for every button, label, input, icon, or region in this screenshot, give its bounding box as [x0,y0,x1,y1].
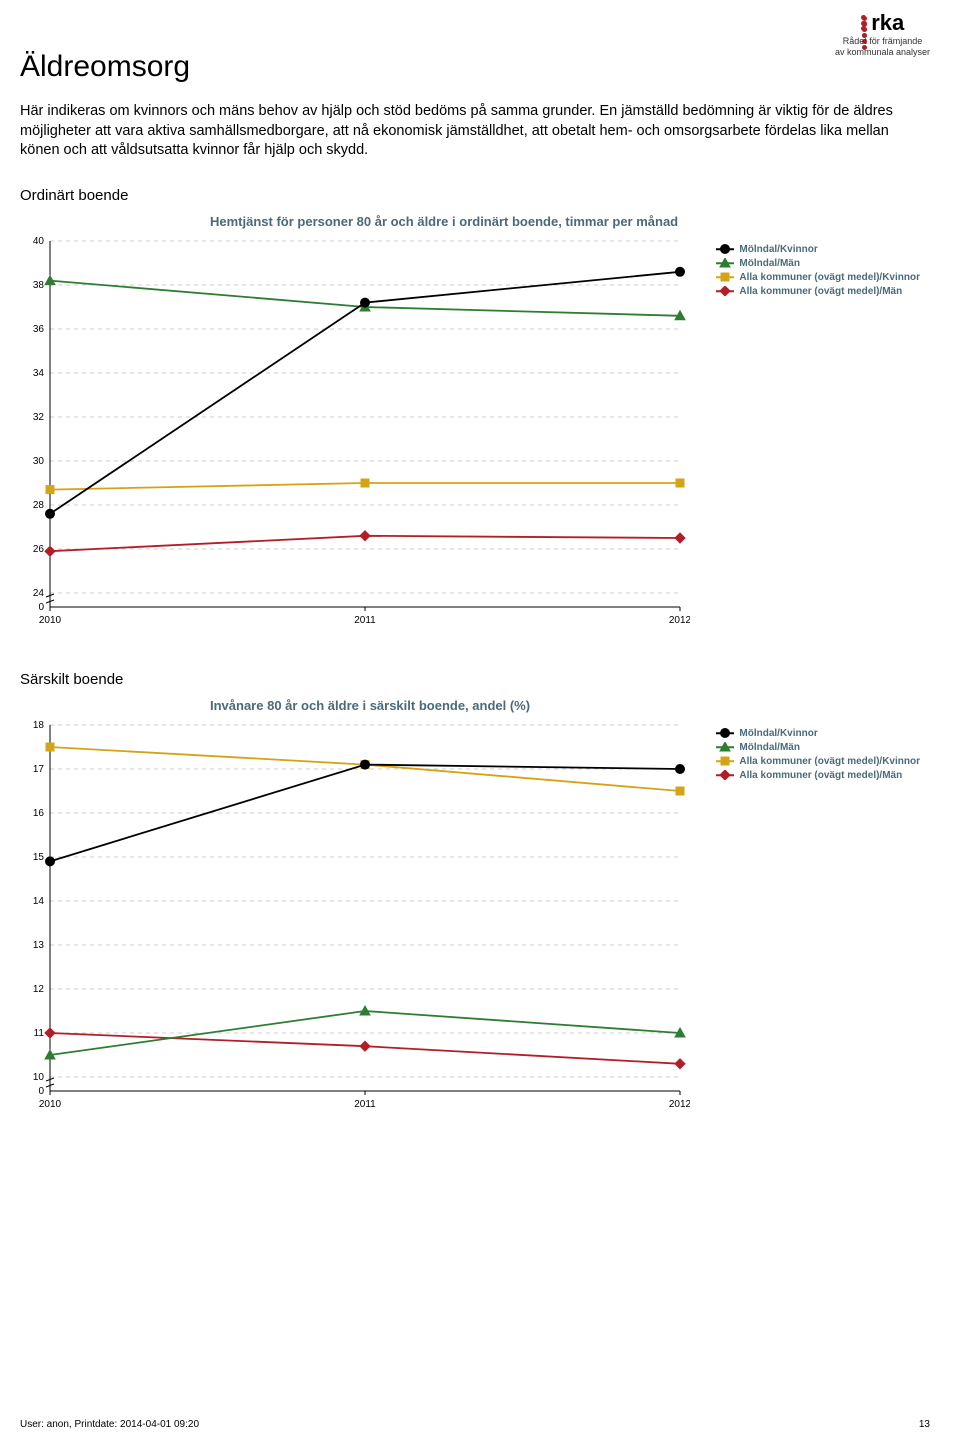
svg-text:10: 10 [33,1072,45,1083]
svg-text:2010: 2010 [39,615,62,626]
svg-text:14: 14 [33,896,45,907]
svg-text:15: 15 [33,852,45,863]
footer-left: User: anon, Printdate: 2014-04-01 09:20 [20,1419,199,1430]
legend-label: Mölndal/Män [739,742,800,753]
legend-label: Alla kommuner (ovägt medel)/Kvinnor [739,272,920,283]
legend-label: Alla kommuner (ovägt medel)/Kvinnor [739,756,920,767]
svg-text:2011: 2011 [354,615,376,626]
svg-text:17: 17 [33,764,45,775]
svg-text:32: 32 [33,412,45,423]
page-title: Äldreomsorg [20,50,920,84]
legend-item: Alla kommuner (ovägt medel)/Män [716,286,920,297]
legend-item: Mölndal/Kvinnor [716,728,920,739]
svg-text:0: 0 [38,602,44,613]
legend-label: Mölndal/Män [739,258,800,269]
logo-subtitle-2: av kommunala analyser [835,47,930,58]
chart1-block: Hemtjänst för personer 80 år och äldre i… [20,214,920,635]
legend-item: Alla kommuner (ovägt medel)/Kvinnor [716,756,920,767]
logo-block: rka Rådet för främjande av kommunala ana… [835,10,930,58]
chart2-legend: Mölndal/Kvinnor Mölndal/Män Alla kommuner … [716,728,920,784]
svg-text:16: 16 [33,808,45,819]
svg-text:2011: 2011 [354,1099,376,1110]
logo-subtitle-1: Rådet för främjande [835,36,930,47]
svg-text:18: 18 [33,720,45,731]
chart2-block: Invånare 80 år och äldre i särskilt boen… [20,698,920,1119]
footer: User: anon, Printdate: 2014-04-01 09:20 … [20,1419,930,1430]
logo-dots-icon [861,15,867,32]
legend-item: Mölndal/Män [716,258,920,269]
svg-text:11: 11 [34,1028,45,1039]
chart2-title: Invånare 80 år och äldre i särskilt boen… [210,698,920,713]
chart1-svg: 24 26 28 30 32 34 36 38 40 0 2010 2011 2012 [20,235,690,635]
svg-text:0: 0 [38,1086,44,1097]
svg-text:34: 34 [33,368,45,379]
logo-brand: rka [871,10,904,36]
svg-text:2010: 2010 [39,1099,62,1110]
chart1-title: Hemtjänst för personer 80 år och äldre i… [210,214,920,229]
legend-item: Alla kommuner (ovägt medel)/Män [716,770,920,781]
legend-label: Alla kommuner (ovägt medel)/Män [739,770,902,781]
svg-text:30: 30 [33,456,45,467]
section1-heading: Ordinärt boende [20,187,920,204]
chart1-legend: Mölndal/Kvinnor Mölndal/Män Alla kommuner … [716,244,920,300]
svg-text:2012: 2012 [669,615,690,626]
legend-label: Mölndal/Kvinnor [739,244,817,255]
intro-paragraph: Här indikeras om kvinnors och mäns behov… [20,102,920,161]
legend-item: Mölndal/Män [716,742,920,753]
section2-heading: Särskilt boende [20,671,920,688]
svg-text:13: 13 [33,940,45,951]
svg-text:36: 36 [33,324,45,335]
svg-text:24: 24 [33,588,45,599]
legend-item: Mölndal/Kvinnor [716,244,920,255]
svg-text:38: 38 [33,280,45,291]
legend-item: Alla kommuner (ovägt medel)/Kvinnor [716,272,920,283]
svg-text:12: 12 [33,984,45,995]
svg-text:28: 28 [33,500,45,511]
legend-label: Alla kommuner (ovägt medel)/Män [739,286,902,297]
chart2-svg: 10 11 12 13 14 15 16 17 18 0 2010 2011 2012 [20,719,690,1119]
svg-text:2012: 2012 [669,1099,690,1110]
logo-row: rka [835,10,930,36]
footer-right: 13 [919,1419,930,1430]
svg-text:40: 40 [33,236,45,247]
svg-text:26: 26 [33,544,45,555]
legend-label: Mölndal/Kvinnor [739,728,817,739]
